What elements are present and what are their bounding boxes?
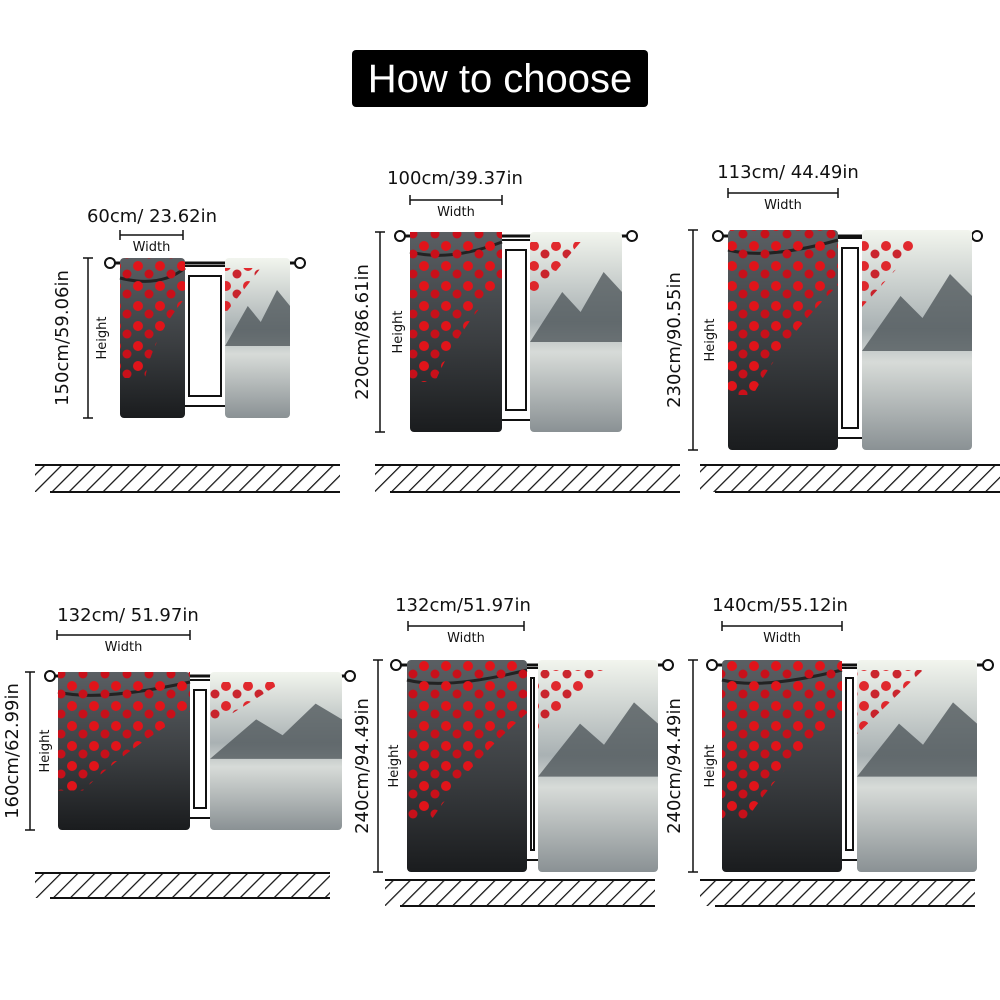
height-label: 230cm/90.55in bbox=[664, 272, 685, 408]
mountains bbox=[857, 702, 977, 777]
height-label: 220cm/86.61in bbox=[352, 264, 373, 400]
height-caption: Height bbox=[703, 745, 718, 788]
blossoms bbox=[58, 672, 190, 791]
blossoms bbox=[407, 660, 527, 819]
blossoms bbox=[210, 682, 283, 728]
floor-hatch bbox=[35, 873, 330, 898]
rod-end bbox=[394, 230, 406, 242]
height-caption: Height bbox=[703, 319, 718, 362]
blossoms bbox=[728, 230, 838, 395]
rod-end bbox=[971, 230, 983, 242]
width-label: 132cm/51.97in bbox=[395, 595, 531, 616]
blossoms bbox=[410, 232, 502, 382]
width-caption: Width bbox=[763, 631, 801, 646]
width-label: 100cm/39.37in bbox=[387, 168, 523, 189]
rod-end bbox=[982, 659, 994, 671]
height-caption: Height bbox=[391, 311, 406, 354]
rod-end bbox=[344, 670, 356, 682]
window-frame bbox=[841, 247, 859, 429]
floor-hatch bbox=[375, 465, 680, 492]
title: How to choose bbox=[368, 57, 633, 101]
mountains bbox=[210, 703, 342, 759]
title-box bbox=[352, 50, 648, 107]
width-caption: Width bbox=[133, 240, 171, 255]
height-label: 240cm/94.49in bbox=[352, 698, 373, 834]
window-frame bbox=[505, 249, 527, 411]
height-label: 240cm/94.49in bbox=[664, 698, 685, 834]
rod-end bbox=[294, 257, 306, 269]
height-caption: Height bbox=[387, 745, 402, 788]
rod-end bbox=[712, 230, 724, 242]
window-frame bbox=[193, 689, 207, 809]
rod-end bbox=[706, 659, 718, 671]
window-frame bbox=[530, 677, 535, 851]
mountains bbox=[862, 274, 972, 351]
width-label: 60cm/ 23.62in bbox=[87, 206, 217, 227]
height-label: 150cm/59.06in bbox=[52, 270, 73, 406]
rod-end bbox=[626, 230, 638, 242]
rod-end bbox=[390, 659, 402, 671]
blossoms bbox=[857, 670, 923, 735]
height-label: 160cm/62.99in bbox=[2, 683, 23, 819]
blossoms bbox=[862, 240, 923, 307]
mountains bbox=[530, 272, 622, 342]
mountains bbox=[538, 702, 658, 777]
width-caption: Width bbox=[437, 205, 475, 220]
floor-hatch bbox=[385, 880, 655, 906]
width-label: 132cm/ 51.97in bbox=[57, 605, 199, 626]
blossoms bbox=[225, 268, 261, 314]
window-frame bbox=[832, 237, 868, 439]
rod-end bbox=[104, 257, 116, 269]
window-frame bbox=[179, 265, 231, 407]
width-caption: Width bbox=[764, 198, 802, 213]
rod-end bbox=[44, 670, 56, 682]
width-label: 140cm/55.12in bbox=[712, 595, 848, 616]
blossoms bbox=[722, 660, 842, 819]
width-label: 113cm/ 44.49in bbox=[717, 162, 859, 183]
floor-hatch bbox=[700, 465, 1000, 492]
mountains bbox=[225, 290, 290, 346]
window-frame bbox=[496, 239, 536, 421]
blossoms bbox=[530, 242, 581, 302]
window-frame bbox=[845, 677, 854, 851]
width-caption: Width bbox=[105, 640, 143, 655]
window-frame bbox=[188, 275, 222, 397]
width-caption: Width bbox=[447, 631, 485, 646]
rod-end bbox=[662, 659, 674, 671]
floor-hatch bbox=[700, 880, 975, 906]
blossoms bbox=[538, 670, 604, 735]
floor-hatch bbox=[35, 465, 340, 492]
blossoms bbox=[120, 258, 185, 378]
height-caption: Height bbox=[38, 730, 53, 773]
height-caption: Height bbox=[95, 317, 110, 360]
